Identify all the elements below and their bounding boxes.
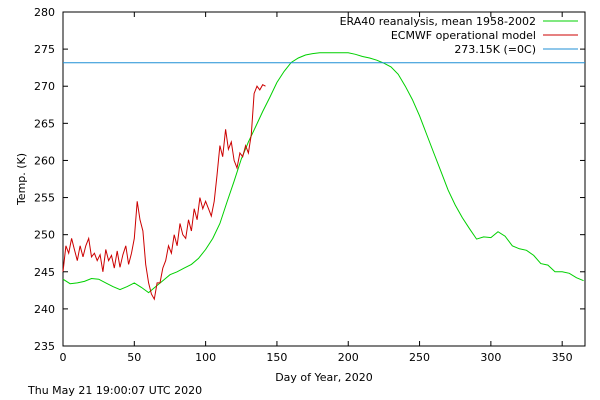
legend-label: ERA40 reanalysis, mean 1958-2002 bbox=[340, 15, 536, 28]
era40-series-line bbox=[62, 52, 584, 294]
series-layer bbox=[62, 52, 585, 301]
legend-label: ECMWF operational model bbox=[391, 29, 536, 42]
y-axis-label: Temp. (K) bbox=[15, 153, 28, 206]
legend-label: 273.15K (=0C) bbox=[454, 43, 536, 56]
plot-frame bbox=[62, 11, 586, 347]
x-tick-label: 250 bbox=[409, 351, 430, 364]
y-tick-label: 235 bbox=[34, 340, 55, 353]
y-tick-label: 275 bbox=[34, 43, 55, 56]
ticks-layer: 0 50 100 150 200 250 300 350 235 240 245 250 255 260 2… bbox=[34, 6, 585, 364]
y-tick-label: 245 bbox=[34, 266, 55, 279]
x-tick-label: 350 bbox=[552, 351, 573, 364]
x-tick-label: 100 bbox=[195, 351, 216, 364]
x-tick-label: 150 bbox=[266, 351, 287, 364]
y-tick-label: 270 bbox=[34, 80, 55, 93]
y-tick-label: 255 bbox=[34, 192, 55, 205]
x-tick-label: 200 bbox=[338, 351, 359, 364]
x-tick-label: 0 bbox=[60, 351, 67, 364]
legend-item-ecmwf: ECMWF operational model bbox=[391, 29, 578, 42]
y-tick-label: 260 bbox=[34, 154, 55, 167]
timestamp-footer: Thu May 21 19:00:07 UTC 2020 bbox=[28, 384, 203, 397]
y-tick-label: 240 bbox=[34, 303, 55, 316]
ecmwf-series-line bbox=[62, 84, 266, 301]
legend-item-freezing: 273.15K (=0C) bbox=[454, 43, 578, 56]
x-axis-label: Day of Year, 2020 bbox=[275, 371, 373, 384]
x-tick-label: 300 bbox=[480, 351, 501, 364]
y-tick-label: 265 bbox=[34, 117, 55, 130]
y-tick-label: 250 bbox=[34, 229, 55, 242]
legend-item-era40: ERA40 reanalysis, mean 1958-2002 bbox=[340, 15, 578, 28]
x-tick-label: 50 bbox=[127, 351, 141, 364]
y-tick-label: 280 bbox=[34, 6, 55, 19]
